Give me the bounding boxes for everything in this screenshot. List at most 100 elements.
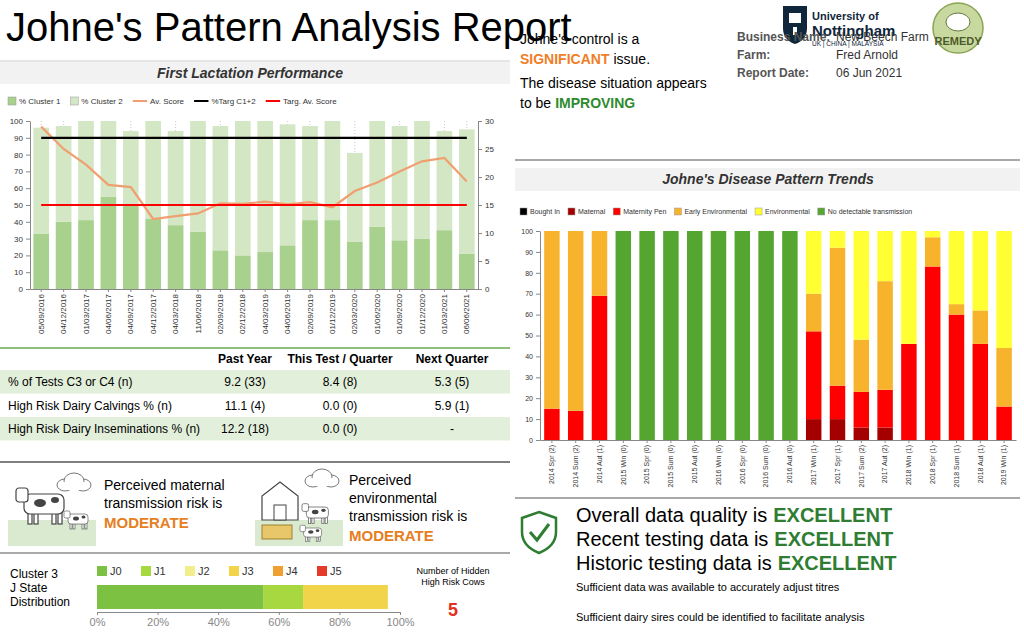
chart-title: Distribution (10, 595, 70, 609)
tick-mark (26, 155, 30, 156)
bar (168, 131, 184, 225)
tick-label: 01/09/2020 (395, 293, 404, 334)
legend-swatch (194, 100, 208, 102)
tick-label: 11/06/2018 (194, 293, 203, 333)
cow-part (308, 530, 313, 534)
tick-label: 30 (525, 374, 533, 381)
bar (568, 231, 583, 232)
tick-label: 2018 Win (1) (905, 445, 913, 485)
tick: 2017 Spr (1) (834, 440, 842, 484)
tick-label: 01/12/2020 (418, 293, 427, 334)
tick-mark (536, 440, 540, 441)
tick-label: 0 (485, 285, 490, 294)
legend-label: J2 (198, 565, 210, 577)
axis-line (30, 122, 31, 290)
tick-label: 25 (485, 145, 494, 154)
text: Perceived maternal (104, 477, 225, 493)
tick: 60 (14, 184, 30, 193)
bar (568, 231, 583, 232)
legend-label: J4 (286, 565, 298, 577)
legend-swatch (755, 208, 762, 215)
tick-label: 2015 Aut (0) (691, 445, 699, 483)
tick: 06/06/2021 (462, 289, 471, 334)
text: Johne's control is a (520, 31, 640, 47)
cow-part (64, 511, 70, 518)
bar (973, 310, 988, 343)
axis: 0102030405060708090100 (521, 228, 540, 444)
tick-mark (130, 289, 131, 292)
tick-label: 40 (525, 353, 533, 360)
tick: 5 (478, 257, 490, 266)
tick-label: 40 (14, 218, 23, 227)
bar (257, 252, 273, 289)
tick-label: 60% (268, 616, 290, 628)
tick-mark (536, 252, 540, 253)
legend-label: No detectable transmission (828, 208, 913, 215)
tick: 40 (525, 353, 540, 360)
tick: 25 (478, 145, 494, 154)
cow-part (51, 497, 59, 503)
bar (973, 231, 988, 232)
legend-item: Bought In (520, 208, 560, 216)
tick-label: 04/06/2019 (283, 293, 292, 334)
bar (544, 231, 559, 232)
tick-mark (26, 255, 30, 256)
cow-part (316, 529, 320, 532)
title-band (515, 168, 1020, 191)
bar (56, 126, 72, 222)
chart-title: Cluster 3 (10, 567, 58, 581)
cloud-part (310, 478, 334, 486)
text-part: EXCELLENT (773, 504, 892, 526)
bar (949, 231, 964, 304)
tick-label: 0 (19, 285, 24, 294)
tick-label: 2015 Win (0) (620, 445, 628, 485)
axis: 05/09/201604/12/201601/03/201704/06/2017… (31, 289, 479, 334)
tick: 2019 Win (1) (1000, 440, 1008, 485)
tick: 2014 Spr (2) (548, 440, 556, 484)
tick: 04/12/2016 (59, 289, 68, 334)
tick-label: 2018 Aut (1) (977, 445, 985, 483)
legend-swatch (613, 208, 620, 215)
cow-icon (64, 511, 88, 529)
tick-mark (478, 261, 482, 262)
bar (568, 411, 583, 440)
page-title: Johne's Pattern Analysis Report (6, 5, 572, 49)
logo-detail (789, 13, 801, 23)
barn-door (274, 505, 286, 520)
tick-label: 15 (485, 201, 494, 210)
bar (854, 392, 869, 428)
tick: 04/06/2017 (104, 289, 113, 334)
tick-mark (980, 440, 981, 443)
legend-label: Environmental (765, 208, 810, 215)
tick-mark (26, 188, 30, 189)
tick-label: 2014 Spr (2) (548, 445, 556, 484)
bar (544, 409, 559, 440)
plot (97, 585, 388, 609)
cell: - (450, 422, 454, 436)
bar (854, 231, 869, 232)
tick: 2015 Aut (0) (691, 440, 699, 483)
bar (996, 407, 1011, 440)
tick: 0 (19, 285, 30, 294)
bar (145, 121, 161, 218)
row-label: High Risk Dairy Inseminations % (n) (8, 422, 200, 436)
tick: 70 (14, 167, 30, 176)
tick: 30 (14, 235, 30, 244)
text-line: Recent testing data isEXCELLENT (576, 528, 893, 550)
tick: 15 (478, 201, 494, 210)
tick-label: 2018 Spr (1) (929, 445, 937, 484)
tick-label: 01/06/2020 (373, 293, 382, 334)
tick-mark (956, 440, 957, 443)
tick-label: 80 (14, 151, 23, 160)
tick: 0% (90, 612, 106, 628)
tick: 40 (14, 218, 30, 227)
cow-icon (16, 488, 64, 524)
bar (973, 231, 988, 310)
tick-mark (536, 398, 540, 399)
text: MODERATE (104, 514, 189, 531)
bar (101, 197, 117, 289)
legend-item: Targ. Av. Score (266, 97, 337, 106)
legend-item: J5 (317, 565, 342, 577)
tick-mark (536, 356, 540, 357)
tick: 20 (478, 173, 494, 182)
